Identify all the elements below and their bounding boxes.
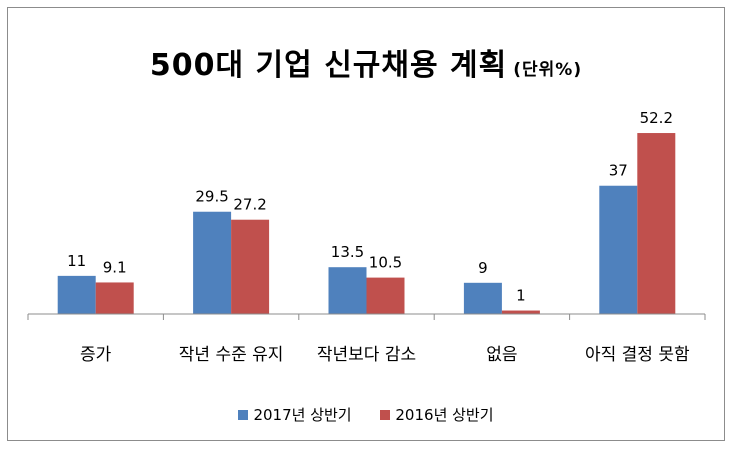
legend-swatch-series-1 <box>238 409 249 420</box>
category-label-4: 없음 <box>486 345 517 365</box>
bar-2-4 <box>501 310 540 314</box>
category-label-1: 증가 <box>80 345 112 365</box>
labels-group: 11 9.1 증가 29.5 27.2 작년 수준 유지 13.5 10.5 작년보다 감소 9 1… <box>67 109 690 365</box>
value-label-2-3: 10.5 <box>369 254 402 272</box>
chart-title-text: 500대 기업 신규채용 계획 <box>149 48 508 83</box>
value-label-2-1: 9.1 <box>103 258 127 276</box>
legend-label-series-2: 2016년 상반기 <box>395 406 494 424</box>
axis-group <box>27 313 706 320</box>
value-label-1-5: 37 <box>609 162 628 180</box>
value-label-1-3: 13.5 <box>331 243 364 261</box>
bar-1-2 <box>193 211 232 314</box>
chart-title: 500대 기업 신규채용 계획 (단위%) <box>0 40 732 84</box>
value-label-2-4: 1 <box>516 287 526 305</box>
legend-item-series-1: 2017년 상반기 <box>238 404 352 425</box>
legend-label-series-1: 2017년 상반기 <box>253 406 352 424</box>
category-label-5: 아직 결정 못함 <box>585 345 690 365</box>
bar-2-2 <box>231 219 270 314</box>
bar-1-5 <box>599 185 638 314</box>
legend: 2017년 상반기 2016년 상반기 <box>0 404 732 425</box>
value-label-2-2: 27.2 <box>233 196 266 214</box>
value-label-2-5: 52.2 <box>640 109 673 127</box>
bars-group <box>57 133 676 314</box>
value-label-1-1: 11 <box>67 252 86 270</box>
category-label-3: 작년보다 감소 <box>317 345 416 365</box>
value-label-1-2: 29.5 <box>195 188 228 206</box>
bar-2-3 <box>366 277 405 314</box>
bar-2-5 <box>637 133 676 314</box>
bar-1-4 <box>463 282 502 314</box>
bar-2-1 <box>95 282 134 314</box>
category-label-2: 작년 수준 유지 <box>179 345 284 365</box>
value-label-1-4: 9 <box>478 259 488 277</box>
legend-swatch-series-2 <box>380 409 391 420</box>
bar-1-3 <box>328 267 367 314</box>
bar-1-1 <box>57 275 96 314</box>
chart-unit-label: (단위%) <box>513 60 583 80</box>
legend-item-series-2: 2016년 상반기 <box>380 404 494 425</box>
